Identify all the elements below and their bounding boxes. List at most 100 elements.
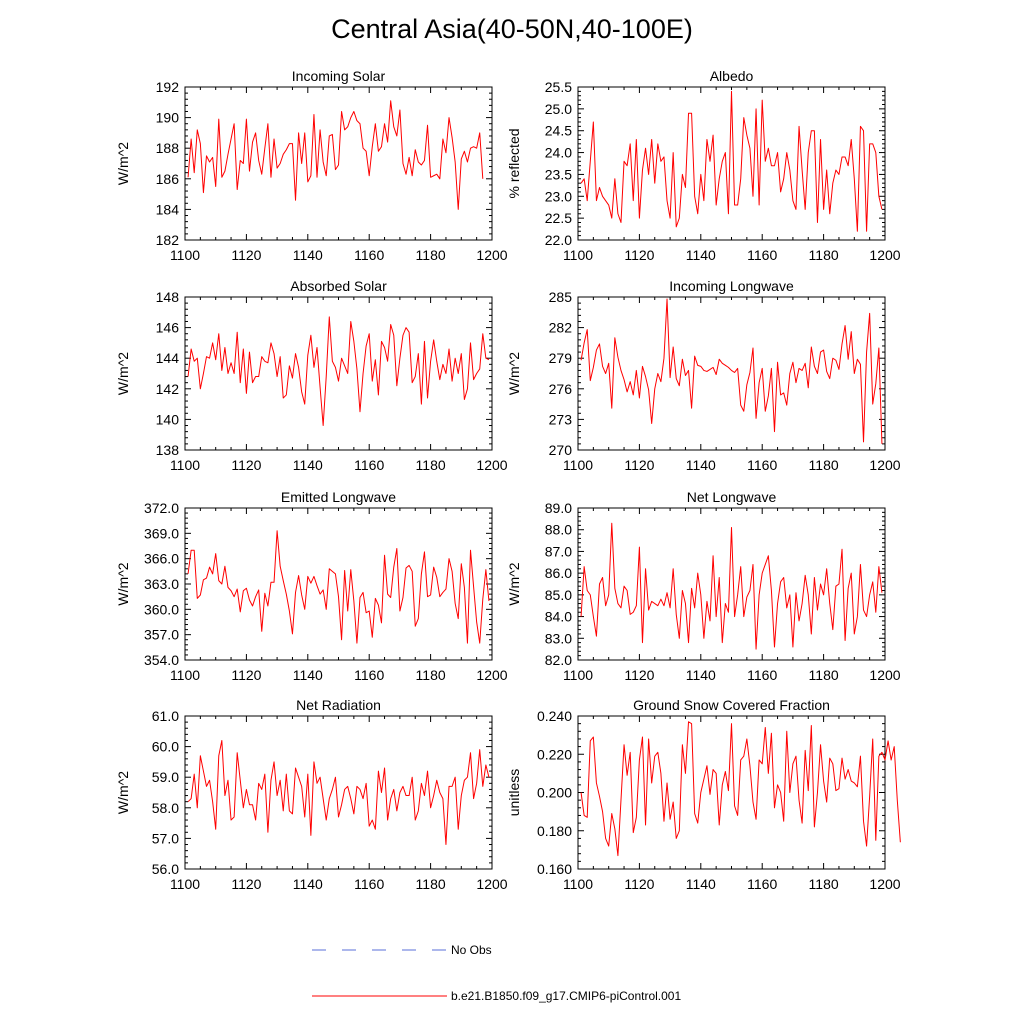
panel-frame	[577, 715, 886, 870]
y-tick-label: 372.0	[144, 500, 179, 516]
y-tick-label: 279	[549, 350, 573, 366]
x-tick-label: 1160	[354, 667, 384, 683]
x-tick-label: 1200	[869, 876, 900, 892]
y-tick-label: 0.220	[537, 746, 572, 762]
y-tick-label: 144	[156, 350, 180, 366]
x-tick-label: 1200	[476, 667, 507, 683]
x-tick-label: 1180	[809, 667, 839, 683]
panels-group: Incoming Solar W/m^2 1100 1120 1140 1160 1180 1…	[115, 68, 901, 892]
y-axis-label: W/m^2	[506, 352, 522, 395]
panel-title: Net Radiation	[296, 697, 381, 713]
x-tick-label: 1140	[686, 876, 716, 892]
y-tick-label: 273	[549, 411, 573, 427]
y-tick-label: 276	[549, 381, 573, 397]
panel-frame	[577, 296, 886, 451]
series-line	[187, 316, 490, 427]
x-tick-label: 1120	[624, 876, 654, 892]
y-tick-label: 61.0	[152, 708, 179, 724]
panel-frame	[184, 715, 493, 870]
y-tick-label: 148	[156, 289, 180, 305]
panel-1: Incoming Solar W/m^2 1100 1120 1140 1160 1180 1…	[115, 68, 508, 263]
x-tick-label: 1200	[476, 876, 507, 892]
panel-title: Incoming Longwave	[669, 278, 794, 294]
x-tick-label: 1140	[686, 457, 716, 473]
series-line	[580, 522, 883, 650]
x-tick-label: 1160	[747, 876, 777, 892]
y-tick-label: 56.0	[152, 861, 179, 877]
y-axis-label: W/m^2	[506, 562, 522, 605]
panel-title: Absorbed Solar	[290, 278, 387, 294]
y-tick-label: 25.5	[545, 79, 572, 95]
panel-2: Albedo % reflected 1100 1120 1140 1160 1180 120…	[506, 68, 901, 263]
x-tick-label: 1180	[416, 457, 446, 473]
x-tick-label: 1120	[231, 457, 261, 473]
panel-4: Incoming Longwave W/m^2 1100 1120 1140 1160 11…	[506, 278, 901, 473]
x-tick-label: 1120	[624, 457, 654, 473]
figure-title: Central Asia(40-50N,40-100E)	[331, 14, 693, 44]
y-tick-label: 192	[156, 79, 180, 95]
x-tick-label: 1120	[624, 667, 654, 683]
y-tick-label: 140	[156, 411, 180, 427]
y-tick-label: 190	[156, 110, 180, 126]
y-axis-label: W/m^2	[115, 352, 131, 395]
x-tick-label: 1160	[354, 247, 384, 263]
x-tick-label: 1160	[747, 667, 777, 683]
panel-5: Emitted Longwave W/m^2 1100 1120 1140 1160 118…	[115, 489, 508, 683]
x-tick-label: 1120	[231, 247, 261, 263]
x-tick-label: 1100	[563, 457, 593, 473]
y-axis-label: W/m^2	[115, 771, 131, 814]
y-tick-label: 22.0	[545, 232, 572, 248]
y-tick-label: 83.0	[545, 630, 572, 646]
y-axis-label: unitless	[506, 769, 522, 816]
series-line	[580, 298, 883, 444]
x-tick-label: 1140	[293, 247, 323, 263]
y-tick-label: 88.0	[545, 522, 572, 538]
x-tick-label: 1100	[563, 667, 593, 683]
y-tick-label: 23.5	[545, 166, 572, 182]
y-tick-label: 354.0	[144, 652, 179, 668]
y-tick-label: 23.0	[545, 188, 572, 204]
legend-obs-label: No Obs	[451, 943, 492, 957]
x-tick-label: 1100	[563, 247, 593, 263]
y-tick-label: 0.180	[537, 823, 572, 839]
y-tick-label: 369.0	[144, 525, 179, 541]
y-tick-label: 85.0	[545, 587, 572, 603]
x-tick-label: 1120	[231, 876, 261, 892]
x-tick-label: 1200	[476, 247, 507, 263]
legend-model-label: b.e21.B1850.f09_g17.CMIP6-piControl.001	[451, 989, 681, 1003]
x-tick-label: 1140	[686, 247, 716, 263]
y-tick-label: 24.5	[545, 123, 572, 139]
y-tick-label: 142	[156, 381, 180, 397]
x-tick-label: 1180	[809, 876, 839, 892]
y-tick-label: 186	[156, 171, 180, 187]
x-tick-label: 1180	[416, 667, 446, 683]
series-line	[580, 90, 883, 232]
x-tick-label: 1140	[293, 457, 323, 473]
series-line	[187, 739, 490, 846]
x-tick-label: 1200	[869, 457, 900, 473]
y-tick-label: 0.160	[537, 861, 572, 877]
y-tick-label: 0.200	[537, 785, 572, 801]
x-tick-label: 1120	[624, 247, 654, 263]
y-axis-label: W/m^2	[115, 142, 131, 185]
y-tick-label: 25.0	[545, 101, 572, 117]
x-tick-label: 1100	[170, 247, 200, 263]
legend: No Obs b.e21.B1850.f09_g17.CMIP6-piContr…	[312, 943, 681, 1003]
panel-3: Absorbed Solar W/m^2 1100 1120 1140 1160 1180 1…	[115, 278, 508, 473]
x-tick-label: 1180	[416, 876, 446, 892]
panel-title: Incoming Solar	[292, 68, 386, 84]
x-tick-label: 1160	[747, 247, 777, 263]
x-tick-label: 1160	[354, 457, 384, 473]
y-tick-label: 282	[549, 320, 573, 336]
x-tick-label: 1120	[231, 667, 261, 683]
x-tick-label: 1180	[809, 457, 839, 473]
y-tick-label: 285	[549, 289, 573, 305]
y-tick-label: 57.0	[152, 830, 179, 846]
series-line	[187, 100, 484, 210]
y-tick-label: 146	[156, 320, 180, 336]
x-tick-label: 1100	[563, 876, 593, 892]
x-tick-label: 1140	[293, 667, 323, 683]
panel-7: Net Radiation W/m^2 1100 1120 1140 1160 1180 12…	[115, 697, 508, 892]
y-tick-label: 82.0	[545, 652, 572, 668]
